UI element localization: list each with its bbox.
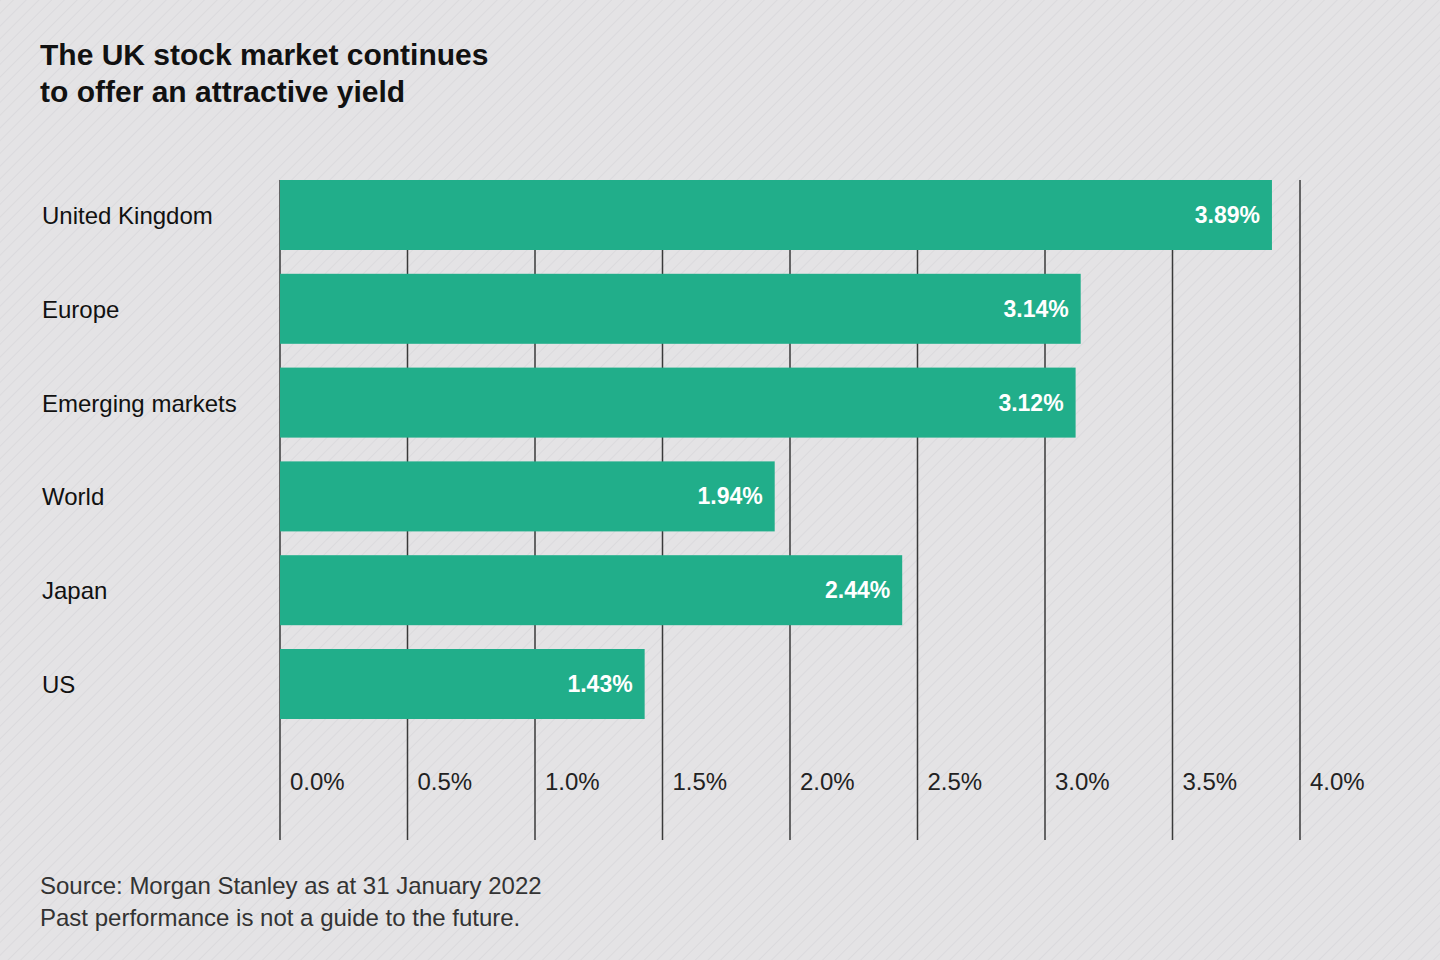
- chart-svg: 0.0% 0.5% 1.0% 1.5% 2.0% 2.5% 3.0% 3.5% 4.0% Unit…: [0, 0, 1440, 960]
- tick-label: 1.0%: [545, 768, 600, 795]
- data-label: 1.43%: [567, 671, 632, 697]
- tick-label: 3.0%: [1055, 768, 1110, 795]
- category-label: Emerging markets: [42, 390, 237, 417]
- background: [0, 0, 1440, 960]
- bar: [280, 461, 775, 531]
- annotation: Past performance is not a guide to the f…: [40, 904, 520, 932]
- bar: [280, 555, 902, 625]
- category-label: Europe: [42, 296, 119, 323]
- tick-label: 2.0%: [800, 768, 855, 795]
- bar: [280, 368, 1076, 438]
- data-label: 3.89%: [1195, 202, 1260, 228]
- grid-line: [1172, 180, 1174, 840]
- title: The UK stock market continues to offer a…: [40, 36, 510, 110]
- grid: [280, 180, 1300, 840]
- tick-label: 4.0%: [1310, 768, 1365, 795]
- data-label: 3.14%: [1003, 296, 1068, 322]
- data-label: 2.44%: [825, 577, 890, 603]
- category-label: Japan: [42, 577, 107, 604]
- data-label: 1.94%: [697, 483, 762, 509]
- bars: [280, 180, 1272, 719]
- annotation: Source: Morgan Stanley as at 31 January …: [40, 872, 542, 900]
- category-label: US: [42, 671, 75, 698]
- category-label: World: [42, 483, 104, 510]
- bar: [280, 180, 1272, 250]
- tick-label: 1.5%: [673, 768, 728, 795]
- bar: [280, 649, 645, 719]
- tick-label: 0.5%: [418, 768, 473, 795]
- tick-label: 3.5%: [1183, 768, 1238, 795]
- tick-label: 2.5%: [928, 768, 983, 795]
- data-label: 3.12%: [998, 390, 1063, 416]
- tick-label: 0.0%: [290, 768, 345, 795]
- category-label: United Kingdom: [42, 202, 213, 229]
- chart-root: 0.0% 0.5% 1.0% 1.5% 2.0% 2.5% 3.0% 3.5% 4.0% Unit…: [0, 0, 1440, 960]
- bar: [280, 274, 1081, 344]
- grid-line: [1299, 180, 1301, 840]
